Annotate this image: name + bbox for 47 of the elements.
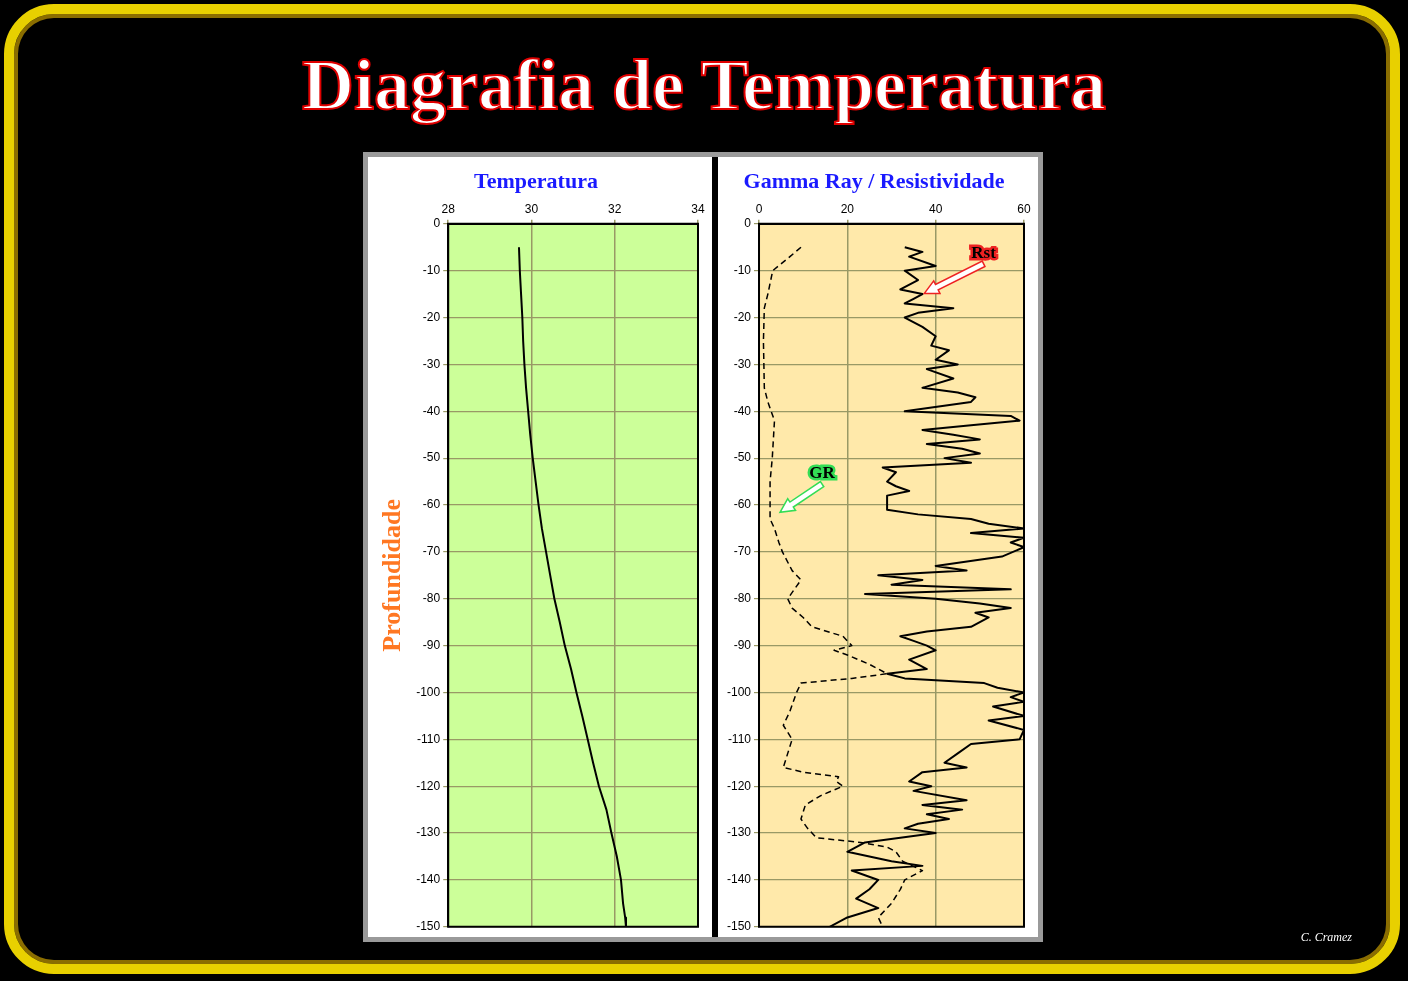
- y-tick-label: -100: [416, 684, 441, 699]
- x-tick-label: 32: [608, 201, 622, 216]
- chart-title: Gamma Ray / Resistividade: [743, 167, 1005, 193]
- chart-title: Diagrafia de Temperatura: [301, 44, 1107, 127]
- text: C. Cramez: [1300, 930, 1352, 945]
- y-tick-label: -110: [727, 731, 752, 746]
- y-tick-label: -10: [733, 262, 752, 277]
- y-tick-label: -30: [733, 356, 752, 371]
- y-tick-label: -20: [422, 309, 441, 324]
- text: Rst: [971, 243, 997, 263]
- y-tick-label: -90: [733, 637, 752, 652]
- x-tick-label: 28: [441, 201, 456, 216]
- x-tick-label: 0: [755, 201, 763, 216]
- y-tick-label: -120: [726, 778, 752, 793]
- text: GR: [809, 463, 836, 483]
- y-tick-label: -130: [726, 825, 752, 840]
- y-tick-label: -50: [422, 450, 441, 465]
- y-tick-label: -50: [733, 450, 752, 465]
- x-tick-label: 60: [1017, 201, 1031, 216]
- y-tick-label: -80: [733, 591, 752, 606]
- y-tick-label: -140: [726, 872, 752, 887]
- y-tick-label: -20: [733, 309, 752, 324]
- y-tick-label: -70: [733, 544, 752, 559]
- y-tick-label: -60: [733, 497, 752, 512]
- y-tick-label: -110: [417, 731, 441, 746]
- y-tick-label: -140: [416, 872, 441, 887]
- x-tick-label: 34: [691, 201, 705, 216]
- x-tick-label: 40: [928, 201, 943, 216]
- y-tick-label: -40: [422, 403, 441, 418]
- y-tick-label: 0: [744, 216, 752, 231]
- y-tick-label: -150: [726, 919, 752, 934]
- x-tick-label: 30: [524, 201, 539, 216]
- y-tick-label: -150: [416, 919, 441, 934]
- y-tick-label: -40: [733, 403, 752, 418]
- y-tick-label: -30: [422, 356, 441, 371]
- y-tick-label: -90: [422, 637, 441, 652]
- x-tick-label: 20: [840, 201, 855, 216]
- y-tick-label: 0: [433, 216, 441, 231]
- y-tick-label: -80: [422, 591, 441, 606]
- chart-subtitle: Temperatura: [474, 167, 598, 193]
- y-tick-label: -120: [416, 778, 441, 793]
- y-tick-label: -10: [422, 262, 441, 277]
- y-axis-title: Profundidade: [377, 498, 407, 652]
- y-tick-label: -130: [416, 825, 441, 840]
- y-tick-label: -100: [726, 684, 752, 699]
- y-tick-label: -60: [422, 497, 441, 512]
- y-tick-label: -70: [422, 544, 441, 559]
